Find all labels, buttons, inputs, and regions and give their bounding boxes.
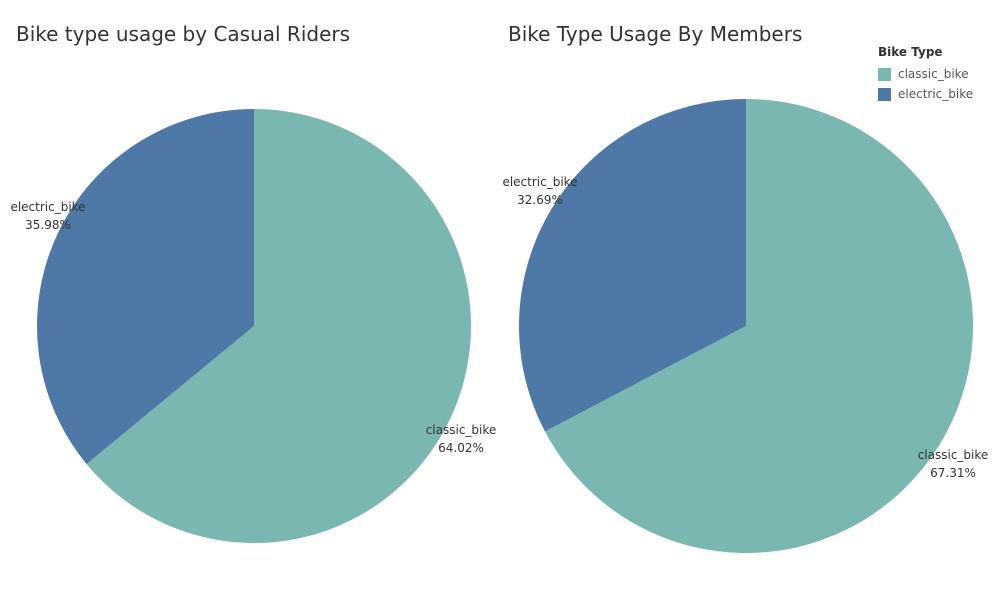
legend-item-electric-bike[interactable]: electric_bike xyxy=(878,84,973,104)
legend-label-classic-bike: classic_bike xyxy=(898,67,969,81)
members-chart-title: Bike Type Usage By Members xyxy=(508,22,803,46)
casual-riders-chart-title: Bike type usage by Casual Riders xyxy=(16,22,351,46)
slice-percent-label: 64.02% xyxy=(438,441,484,455)
slice-category-label: electric_bike xyxy=(502,175,577,189)
pie-slice-members-classic-bike[interactable] xyxy=(544,99,974,553)
bike-type-legend: Bike Type classic_bike electric_bike xyxy=(878,45,973,104)
slice-percent-label: 32.69% xyxy=(517,193,563,207)
slice-category-label: classic_bike xyxy=(918,448,989,462)
legend-swatch-classic-bike xyxy=(878,67,891,81)
legend-label-electric-bike: electric_bike xyxy=(898,87,974,101)
slice-percent-label: 67.31% xyxy=(930,466,976,480)
legend-title: Bike Type xyxy=(878,45,943,59)
pie-slice-casual-classic-bike[interactable] xyxy=(86,109,471,543)
slice-category-label: electric_bike xyxy=(10,200,85,214)
slice-percent-label: 35.98% xyxy=(25,218,71,232)
slice-category-label: classic_bike xyxy=(426,423,497,437)
legend-swatch-electric-bike xyxy=(878,87,891,101)
pie-slice-members-electric-bike[interactable] xyxy=(519,99,746,432)
pie-slice-casual-electric-bike[interactable] xyxy=(37,108,254,465)
legend-item-classic-bike[interactable]: classic_bike xyxy=(878,64,973,84)
